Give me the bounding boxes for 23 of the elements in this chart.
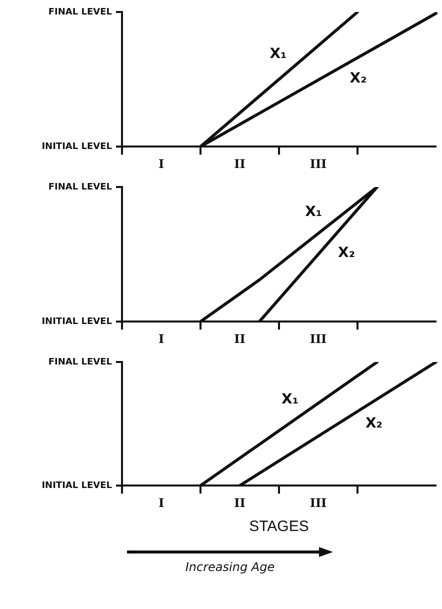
series-label: X₁ [270,46,287,62]
x-tick-label: III [310,496,328,510]
x-axis-title: STAGES [249,518,309,536]
x-tick-label: III [310,332,328,346]
x-tick-label: I [158,156,164,171]
text: FINAL LEVEL [48,357,112,368]
x-tick-label: II [234,156,246,171]
series-label: X₁ [282,391,298,408]
x-tick-label: II [234,496,246,510]
text: INITIAL LEVEL [42,480,112,491]
x-tick-label: I [158,332,164,346]
series-label: X₂ [338,244,355,261]
text: INITIAL LEVEL [42,316,112,327]
x-tick-label: II [234,332,246,346]
series-label: X₂ [366,415,382,432]
text: Increasing Age [185,560,275,574]
text: FINAL LEVEL [48,182,112,192]
series-label: X₂ [350,70,367,87]
x-tick-label: III [310,156,328,171]
series-label: X₁ [305,204,322,220]
x-tick-label: I [158,496,164,510]
text: INITIAL LEVEL [42,142,112,152]
text: FINAL LEVEL [48,7,112,18]
